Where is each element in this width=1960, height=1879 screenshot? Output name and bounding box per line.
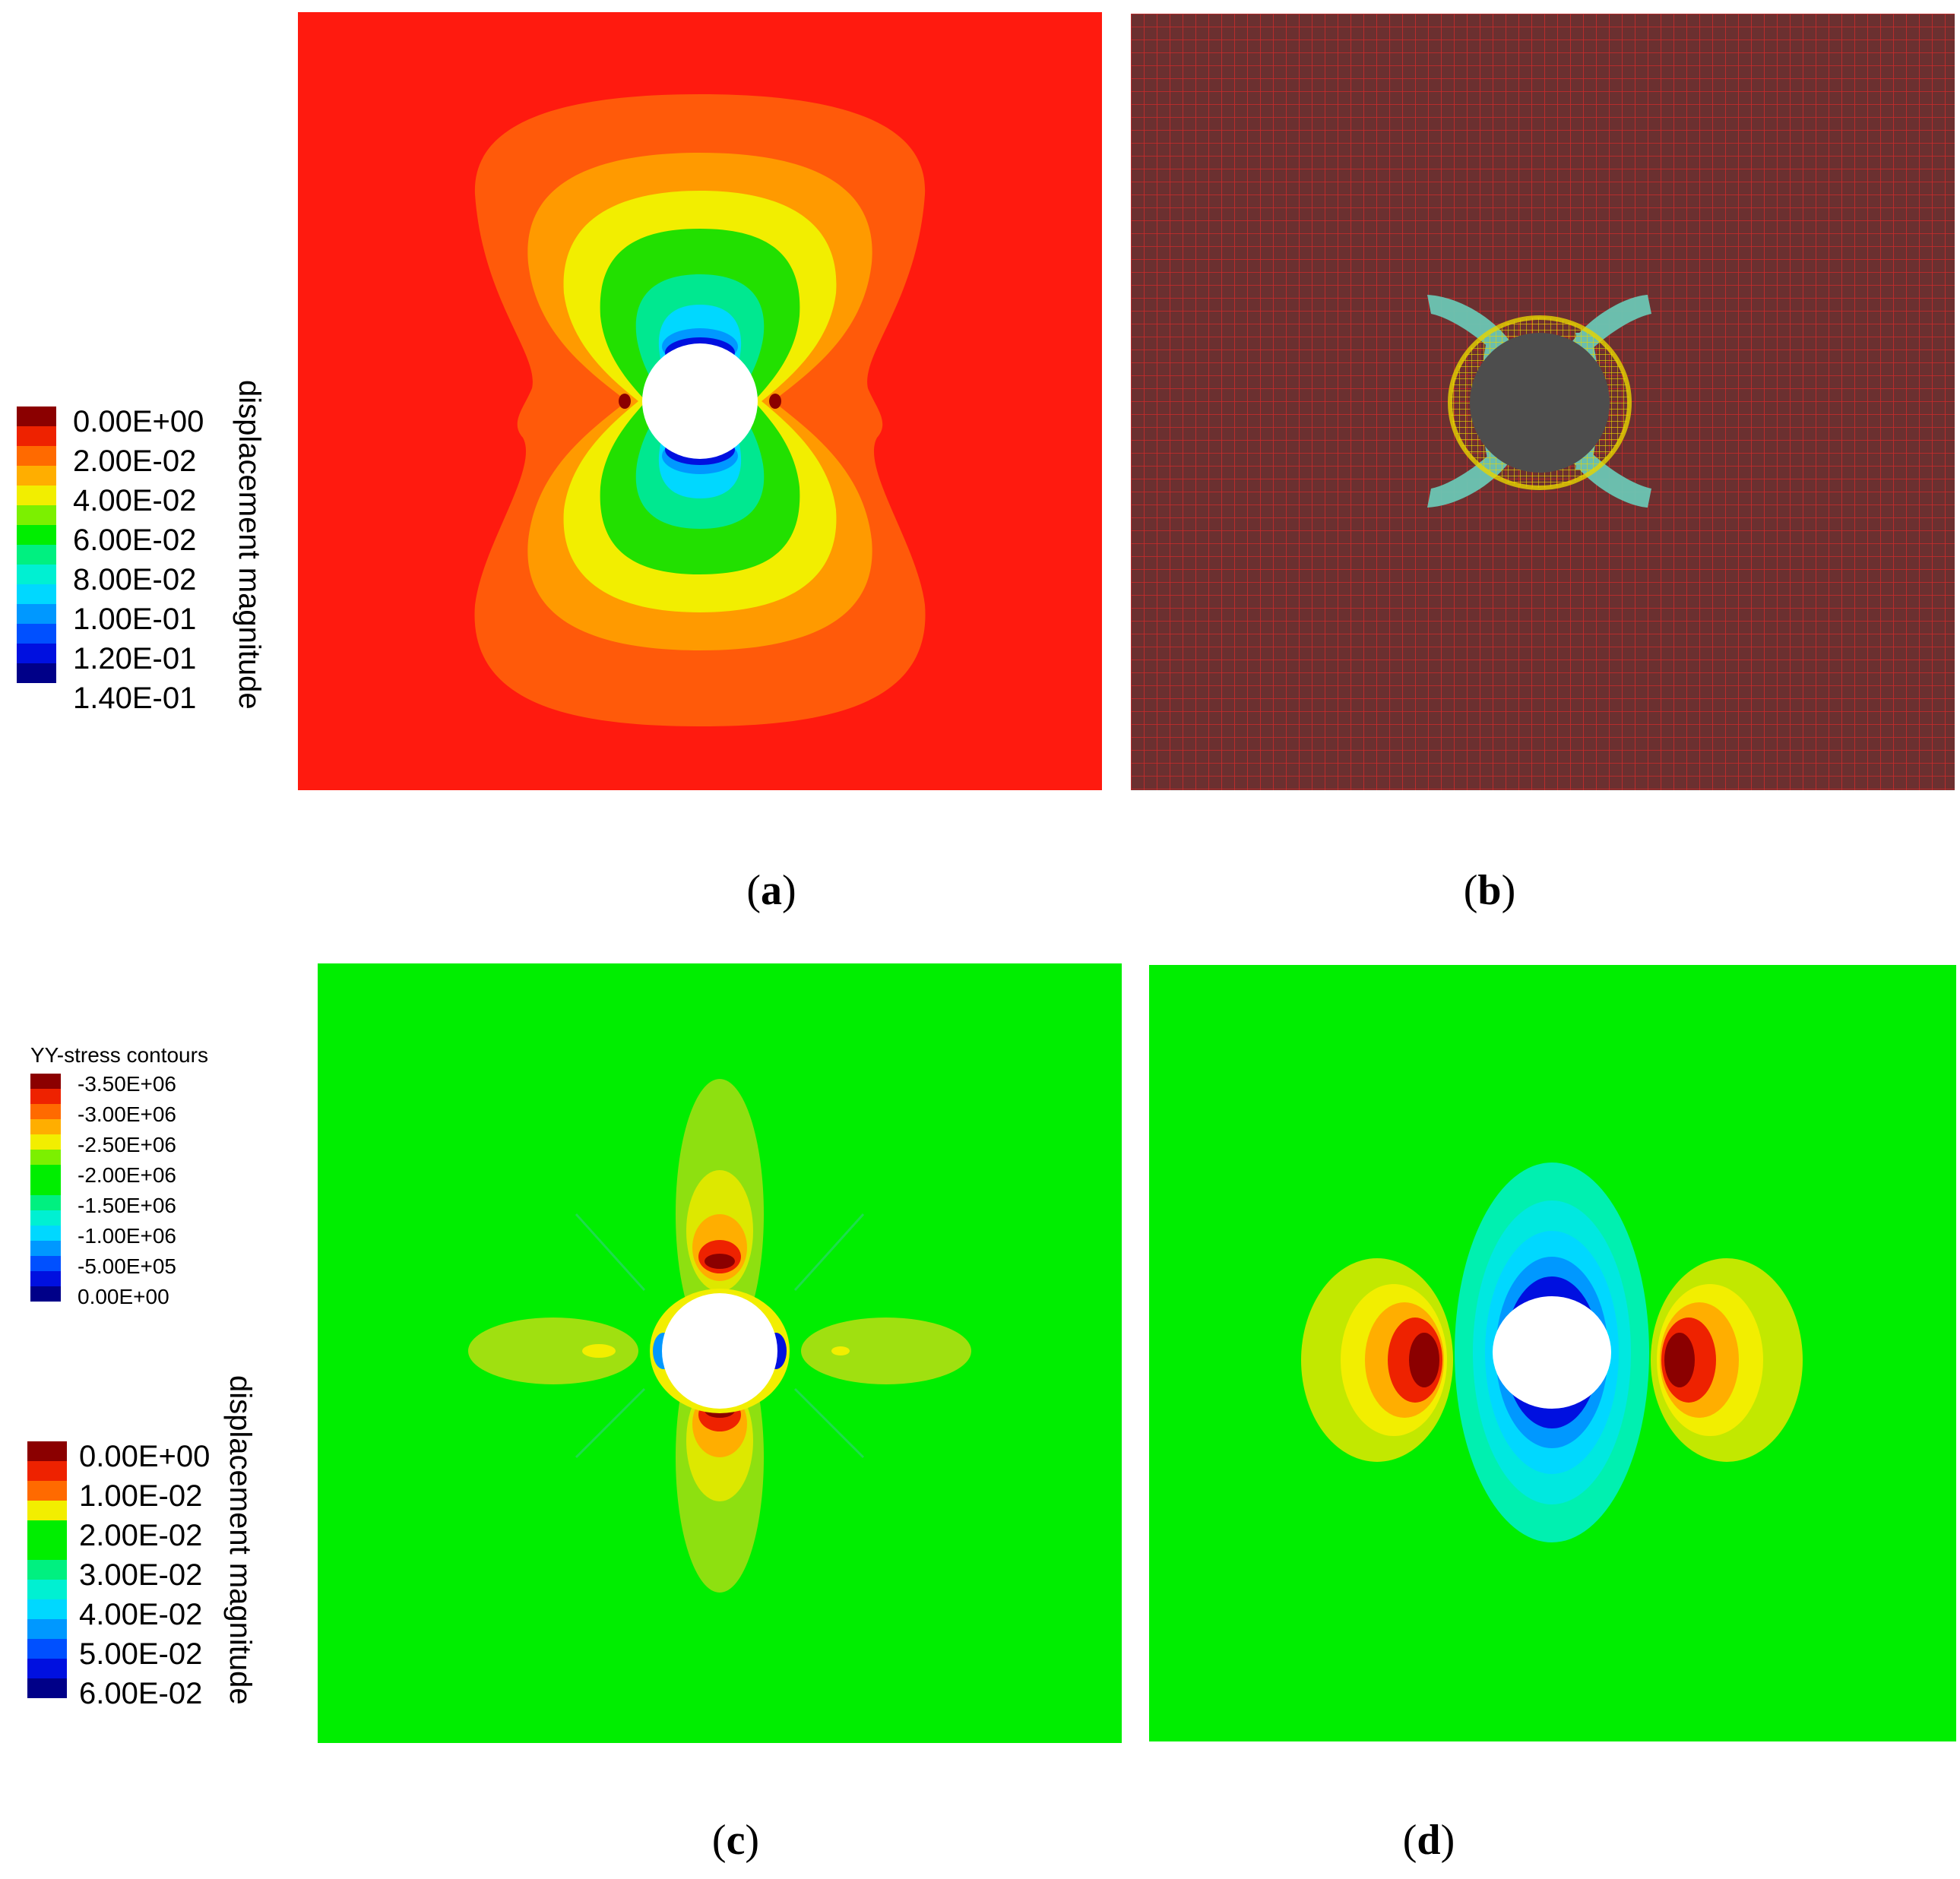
legend-c-stress-tick: 0.00E+00 xyxy=(78,1285,169,1308)
legend-a-swatch xyxy=(17,565,56,584)
legend-c-disp-swatch xyxy=(27,1639,67,1659)
legend-c-stress-tick: -1.50E+06 xyxy=(78,1194,176,1217)
legend-a-swatch xyxy=(17,426,56,446)
legend-c-disp-swatch xyxy=(27,1441,67,1461)
legend-c-stress-tick: -3.50E+06 xyxy=(78,1072,176,1096)
caption-a: (a) xyxy=(746,867,796,914)
legend-c-disp-swatch xyxy=(27,1461,67,1481)
legend-c-stress-tick: -5.00E+05 xyxy=(78,1254,176,1278)
legend-c-disp-swatch xyxy=(27,1520,67,1540)
legend-a-swatch xyxy=(17,604,56,624)
legend-c-stress-tick: -2.00E+06 xyxy=(78,1163,176,1187)
legend-c-disp-tick: 0.00E+00 xyxy=(79,1440,211,1473)
legend-c-stress-swatch xyxy=(30,1210,61,1226)
legend-a-tick: 4.00E-02 xyxy=(73,484,197,517)
legend-c-disp-swatch xyxy=(27,1481,67,1501)
legend-a-swatch xyxy=(17,663,56,683)
legend-a-swatch xyxy=(17,486,56,505)
legend-a-title: displacement magnitude xyxy=(233,380,266,710)
legend-a-swatch xyxy=(17,406,56,426)
legend-c-disp-swatch xyxy=(27,1619,67,1639)
legend-c-stress-swatch xyxy=(30,1104,61,1119)
legend-a-swatch xyxy=(17,466,56,486)
legend-a-swatch xyxy=(17,545,56,565)
legend-c-disp-tick: 5.00E-02 xyxy=(79,1637,203,1671)
legend-c-stress-swatch xyxy=(30,1134,61,1150)
legend-c-stress-swatch xyxy=(30,1271,61,1286)
legend-a-swatch xyxy=(17,644,56,663)
legend-a-tick: 1.40E-01 xyxy=(73,682,197,715)
legend-c-stress-tick: -2.50E+06 xyxy=(78,1133,176,1156)
legend-c-stress-swatch xyxy=(30,1165,61,1180)
legend-c-disp-tick: 1.00E-02 xyxy=(79,1479,203,1513)
legend-c-displacement-title: displacement magnitude xyxy=(223,1375,257,1705)
legend-c-stress-swatch xyxy=(30,1150,61,1165)
legend-a-swatch xyxy=(17,446,56,466)
legend-c-disp-swatch xyxy=(27,1560,67,1580)
caption-b: (b) xyxy=(1463,867,1516,914)
legend-a-swatch xyxy=(17,505,56,525)
legend-a-tick: 8.00E-02 xyxy=(73,563,197,596)
legend-c-disp-swatch xyxy=(27,1678,67,1698)
legend-c-disp-swatch xyxy=(27,1659,67,1678)
legend-c-stress-swatch xyxy=(30,1241,61,1256)
legend-a-swatch xyxy=(17,624,56,644)
legend-a-tick: 6.00E-02 xyxy=(73,524,197,557)
legend-a-tick: 1.20E-01 xyxy=(73,642,197,675)
legend-c-stress-swatch xyxy=(30,1119,61,1134)
legend-a-swatch xyxy=(17,525,56,545)
legend-c-stress-swatch xyxy=(30,1256,61,1271)
legend-c-stress-swatch xyxy=(30,1180,61,1195)
legend-c-stress-swatch xyxy=(30,1226,61,1241)
legend-a-tick: 0.00E+00 xyxy=(73,405,204,438)
legend-c-disp-swatch xyxy=(27,1580,67,1599)
legend-c-disp-swatch xyxy=(27,1540,67,1560)
legend-c-disp-tick: 2.00E-02 xyxy=(79,1519,203,1552)
caption-c: (c) xyxy=(711,1817,760,1864)
legend-c-stress-tick: -1.00E+06 xyxy=(78,1224,176,1248)
legend-c-stress-swatch xyxy=(30,1074,61,1089)
legend-c-stress-swatch xyxy=(30,1286,61,1302)
legend-c-disp-tick: 4.00E-02 xyxy=(79,1598,203,1631)
legend-c-disp-swatch xyxy=(27,1501,67,1520)
panel-a-displacement-contour xyxy=(298,12,1102,790)
legend-c-stress-title: YY-stress contours xyxy=(30,1043,208,1067)
legend-a-tick: 1.00E-01 xyxy=(73,603,197,636)
legend-c-displacement-colorbar: 0.00E+00 1.00E-02 2.00E-02 3.00E-02 4.00… xyxy=(27,1441,248,1730)
legend-a-swatch xyxy=(17,584,56,604)
legend-c-stress-tick: -3.00E+06 xyxy=(78,1102,176,1126)
panel-d-stress-contour xyxy=(1149,965,1956,1741)
legend-c-disp-tick: 6.00E-02 xyxy=(79,1677,203,1710)
panel-c-stress-contour xyxy=(318,963,1122,1743)
panel-b-mesh-view xyxy=(1131,14,1955,790)
legend-a-tick: 2.00E-02 xyxy=(73,444,197,478)
legend-c-stress-swatch xyxy=(30,1195,61,1210)
legend-c-stress-colorbar: -3.50E+06 -3.00E+06 -2.50E+06 -2.00E+06 … xyxy=(30,1074,258,1309)
legend-c-stress-swatch xyxy=(30,1089,61,1104)
legend-a-colorbar: 0.00E+00 2.00E-02 4.00E-02 6.00E-02 8.00… xyxy=(17,406,237,718)
legend-c-disp-tick: 3.00E-02 xyxy=(79,1558,203,1592)
caption-d: (d) xyxy=(1402,1817,1455,1864)
legend-c-disp-swatch xyxy=(27,1599,67,1619)
